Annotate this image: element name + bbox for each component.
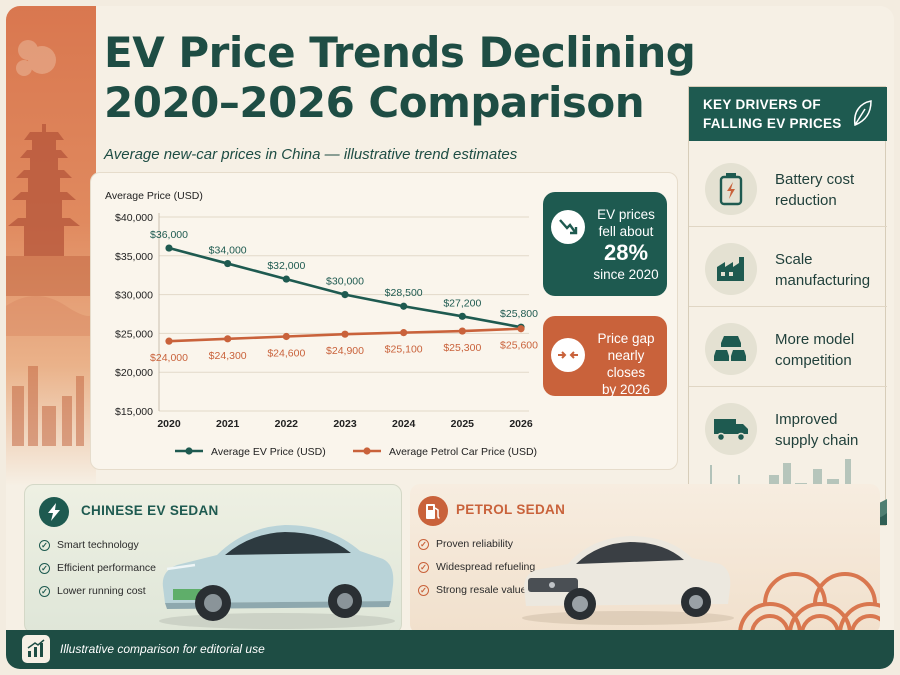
infographic-frame: EV Price Trends Declining 2020–2026 Comp… bbox=[6, 6, 894, 669]
x-tick-label: 2023 bbox=[333, 418, 357, 430]
y-axis-title: Average Price (USD) bbox=[105, 190, 203, 202]
petrol-card-title: PETROL SEDAN bbox=[456, 502, 566, 517]
data-label: $25,100 bbox=[385, 344, 423, 356]
data-label: $24,300 bbox=[209, 350, 247, 362]
callout-ev-line1: EV prices bbox=[597, 207, 655, 222]
data-point bbox=[341, 291, 349, 299]
pagoda-decoration bbox=[6, 6, 96, 486]
data-label: $25,300 bbox=[443, 342, 481, 354]
data-point bbox=[224, 335, 232, 343]
data-label: $36,000 bbox=[150, 229, 188, 241]
petrol-sedan-card: PETROL SEDAN ✓ Proven reliability ✓ Widesp… bbox=[410, 484, 880, 634]
battery-icon bbox=[705, 163, 757, 215]
data-point bbox=[282, 332, 290, 341]
ev-card-title: CHINESE EV SEDAN bbox=[81, 503, 219, 518]
cars-icon bbox=[705, 323, 757, 375]
fuel-pump-icon bbox=[418, 496, 448, 526]
data-point bbox=[224, 259, 232, 268]
wave-pattern-decoration bbox=[738, 572, 880, 634]
data-point bbox=[400, 302, 408, 310]
x-tick-label: 2024 bbox=[392, 418, 416, 430]
ev-feature-item: ✓ Efficient performance bbox=[39, 562, 156, 574]
data-point bbox=[400, 329, 408, 337]
data-label: $25,800 bbox=[500, 308, 538, 320]
y-tick-label: $40,000 bbox=[115, 212, 153, 224]
data-label: $34,000 bbox=[209, 245, 247, 257]
legend-swatch-dot bbox=[185, 447, 193, 455]
data-label: $24,900 bbox=[326, 345, 364, 357]
series-line bbox=[168, 246, 522, 329]
key-drivers-heading: KEY DRIVERS OF FALLING EV PRICES bbox=[689, 87, 887, 141]
page-title: EV Price Trends Declining 2020–2026 Comp… bbox=[104, 28, 696, 127]
driver-competition: More model competition bbox=[689, 311, 887, 387]
price-line-chart: Average Price (USD) $15,000 $20,000 $25,00… bbox=[105, 190, 538, 458]
y-tick-label: $15,000 bbox=[115, 406, 153, 418]
driver-scale-manufacturing: Scale manufacturing bbox=[689, 231, 887, 307]
petrol-feature-item: ✓ Strong resale value bbox=[418, 584, 526, 596]
y-tick-label: $20,000 bbox=[115, 367, 153, 379]
ev-feature-item: ✓ Lower running cost bbox=[39, 585, 146, 597]
factory-icon bbox=[705, 243, 757, 295]
bar-chart-icon bbox=[22, 635, 50, 663]
leaf-icon bbox=[853, 100, 872, 127]
price-gap-callout: Price gap nearly closes by 2026 bbox=[543, 316, 667, 397]
x-tick-label: 2026 bbox=[509, 418, 533, 430]
y-tick-label: $25,000 bbox=[115, 328, 153, 340]
lightning-icon bbox=[39, 497, 69, 527]
callout-ev-percent: 28% bbox=[603, 240, 649, 265]
x-tick-label: 2021 bbox=[216, 418, 240, 430]
petrol-feature-item: ✓ Widespread refueling bbox=[418, 561, 535, 573]
legend-label: Average EV Price (USD) bbox=[211, 446, 326, 458]
ev-feature-item: ✓ Smart technology bbox=[39, 539, 139, 551]
callout-gap-line1: Price gap bbox=[597, 331, 655, 346]
x-tick-label: 2022 bbox=[275, 418, 299, 430]
callout-gap-line3: by 2026 bbox=[601, 382, 651, 397]
data-label: $30,000 bbox=[326, 276, 364, 288]
down-trend-icon bbox=[551, 210, 585, 244]
data-point bbox=[341, 330, 349, 338]
legend-label: Average Petrol Car Price (USD) bbox=[389, 446, 537, 458]
legend-swatch-dot bbox=[363, 447, 371, 455]
data-label: $32,000 bbox=[267, 260, 305, 272]
data-label: $25,600 bbox=[500, 340, 538, 352]
data-label: $28,500 bbox=[385, 287, 423, 299]
page-subtitle: Average new-car prices in China — illust… bbox=[104, 146, 518, 163]
callout-gap-line2: nearly closes bbox=[606, 348, 646, 380]
y-tick-label: $30,000 bbox=[115, 290, 153, 302]
data-label: $27,200 bbox=[443, 297, 481, 309]
data-point bbox=[458, 312, 466, 320]
driver-battery: Battery cost reduction bbox=[689, 151, 887, 227]
driver-supply-chain: Improved supply chain bbox=[689, 391, 887, 467]
data-point bbox=[165, 244, 173, 252]
callout-ev-line3: since 2020 bbox=[593, 267, 659, 282]
y-tick-label: $35,000 bbox=[115, 251, 153, 263]
data-point bbox=[282, 275, 290, 283]
truck-icon bbox=[705, 403, 757, 455]
converging-arrows-icon bbox=[551, 338, 585, 372]
callout-ev-line2: fell about bbox=[598, 224, 654, 239]
ev-sedan-card: CHINESE EV SEDAN ✓ Smart technology ✓ Effi… bbox=[24, 484, 402, 634]
petrol-feature-item: ✓ Proven reliability bbox=[418, 538, 513, 550]
x-tick-label: 2025 bbox=[451, 418, 475, 430]
data-label: $24,600 bbox=[267, 348, 305, 360]
petrol-sedan-image bbox=[522, 536, 734, 625]
footer-note: Illustrative comparison for editorial us… bbox=[60, 642, 265, 656]
key-drivers-panel: KEY DRIVERS OF FALLING EV PRICES Battery… bbox=[688, 86, 887, 526]
ev-price-callout: EV prices fell about 28% since 2020 bbox=[543, 192, 667, 296]
data-point bbox=[458, 327, 466, 335]
x-tick-label: 2020 bbox=[157, 418, 181, 430]
data-point bbox=[165, 337, 173, 345]
footer-bar: Illustrative comparison for editorial us… bbox=[6, 630, 894, 669]
data-label: $24,000 bbox=[150, 352, 188, 364]
data-point bbox=[517, 325, 525, 333]
ev-sedan-image bbox=[159, 525, 395, 629]
